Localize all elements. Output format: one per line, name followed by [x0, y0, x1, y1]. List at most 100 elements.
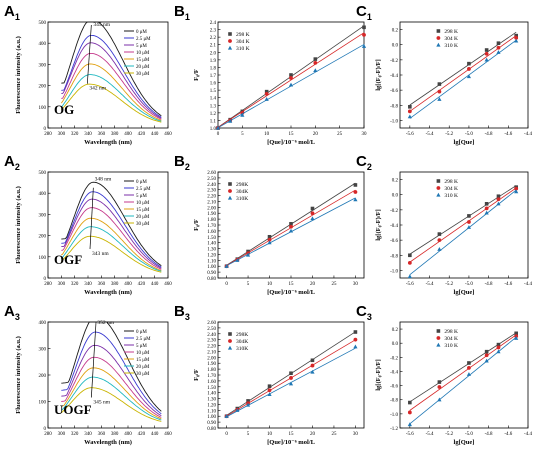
panel-label: B3 — [174, 303, 190, 322]
legend-label: 15 μM — [136, 208, 150, 213]
data-point-triangle — [407, 422, 412, 427]
peak-shift-arrow — [86, 24, 92, 84]
y-tick-label: 0.90 — [207, 421, 216, 426]
data-point-square — [267, 384, 272, 388]
panel-subscript: 3 — [15, 312, 20, 322]
y-tick-label: -0.6 — [390, 385, 398, 390]
x-tick-label: -4.6 — [504, 432, 512, 437]
panel-label: A3 — [4, 303, 20, 322]
y-tick-label: 1.70 — [207, 224, 216, 229]
chart-a2: A2 0 100 200 300 400 500 280 300 320 340 360 380 400 4… — [4, 153, 172, 296]
panel-label: C1 — [356, 3, 372, 22]
panel-subscript: 2 — [367, 162, 372, 172]
y-tick-label: 1.0 — [210, 127, 217, 132]
legend-label: 298K — [236, 182, 248, 188]
legend-label: 10 μM — [136, 201, 150, 206]
data-point-triangle — [288, 228, 294, 233]
fit-line — [409, 35, 517, 112]
x-tick-label: -5.6 — [406, 432, 414, 437]
y-axis-label: F₀/F — [193, 219, 200, 231]
y-tick-label: 1.9 — [210, 59, 217, 64]
y-tick-label: 0.2 — [392, 29, 399, 34]
x-tick-label: -5.4 — [426, 132, 434, 137]
sample-label: OG — [54, 102, 74, 117]
x-tick-label: 15 — [289, 432, 295, 437]
data-point-circle — [289, 376, 293, 380]
data-point-triangle — [288, 82, 294, 87]
y-tick-label: 2.50 — [207, 177, 216, 182]
y-tick-label: -0.2 — [390, 356, 398, 361]
legend-marker — [227, 345, 233, 350]
fit-line — [409, 336, 517, 425]
x-tick-label: 5 — [241, 132, 244, 137]
legend-marker — [228, 189, 232, 193]
y-tick-label: -0.6 — [390, 89, 398, 94]
x-tick-label: -5.4 — [426, 432, 434, 437]
x-tick-label: 10 — [267, 432, 273, 437]
y-tick-label: 2.20 — [207, 345, 216, 350]
x-tick-label: 280 — [44, 282, 52, 287]
y-tick-label: -0.8 — [390, 254, 398, 259]
x-tick-label: -5.2 — [445, 132, 453, 137]
legend-marker — [227, 45, 233, 50]
x-tick-label: 300 — [58, 282, 66, 287]
x-tick-label: 400 — [124, 132, 132, 137]
y-tick-label: -0.8 — [390, 104, 398, 109]
x-tick-label: -5.0 — [465, 432, 473, 437]
legend-label: 5 μM — [136, 344, 147, 349]
y-tick-label: 400 — [39, 321, 47, 326]
y-tick-label: 2.30 — [207, 339, 216, 344]
data-point-triangle — [496, 201, 501, 206]
panel-subscript: 1 — [185, 12, 190, 22]
y-tick-label: 0 — [44, 277, 47, 282]
x-tick-label: 25 — [337, 132, 343, 137]
x-tick-label: -5.2 — [445, 432, 453, 437]
data-point-square — [289, 73, 293, 77]
data-point-triangle — [466, 74, 472, 79]
y-tick-label: 0.0 — [392, 194, 399, 199]
y-tick-label: 1.4 — [210, 97, 217, 102]
x-tick-label: 30 — [362, 132, 368, 137]
x-tick-label: 15 — [289, 132, 295, 137]
y-tick-label: 1.50 — [207, 386, 216, 391]
x-tick-label: 440 — [151, 282, 159, 287]
y-tick-label: 200 — [39, 235, 47, 240]
plot-frame — [47, 21, 169, 129]
data-point-square — [496, 41, 501, 45]
y-tick-label: 2.60 — [207, 321, 216, 326]
data-point-circle — [362, 32, 366, 37]
legend-label: 10 μM — [136, 351, 150, 356]
x-tick-label: 420 — [138, 432, 146, 437]
legend-label: 5 μM — [136, 194, 147, 199]
y-tick-label: 1.20 — [207, 253, 216, 258]
data-point-square — [437, 82, 442, 86]
legend-marker — [227, 195, 233, 200]
data-point-triangle — [353, 197, 358, 202]
legend-marker — [436, 42, 441, 47]
legend-label: 298 K — [444, 29, 458, 35]
y-tick-label: 1.1 — [210, 119, 217, 124]
data-point-square — [289, 222, 293, 226]
y-tick-label: 0.0 — [392, 44, 399, 49]
data-point-circle — [353, 337, 358, 342]
x-tick-label: 380 — [111, 432, 119, 437]
y-axis-label: F₀/F — [193, 69, 200, 81]
x-tick-label: -4.8 — [485, 282, 493, 287]
y-tick-label: -0.4 — [390, 224, 398, 229]
y-tick-label: 0.90 — [207, 271, 216, 276]
data-point-square — [289, 371, 293, 376]
x-tick-label: -4.4 — [524, 432, 532, 437]
peak-annotation: 352 nm — [97, 320, 114, 326]
x-tick-label: 360 — [98, 282, 106, 287]
y-tick-label: 2.2 — [210, 36, 217, 41]
legend-marker — [228, 182, 232, 186]
data-point-triangle — [224, 414, 229, 418]
legend-label: 30 μM — [136, 72, 150, 77]
data-point-circle — [353, 190, 358, 194]
x-tick-label: -4.4 — [524, 282, 532, 287]
y-tick-label: 0.2 — [392, 179, 399, 184]
x-tick-label: 280 — [44, 132, 52, 137]
data-point-triangle — [496, 50, 501, 54]
y-tick-label: 1.60 — [207, 230, 216, 235]
panel-letter: C — [356, 3, 367, 20]
